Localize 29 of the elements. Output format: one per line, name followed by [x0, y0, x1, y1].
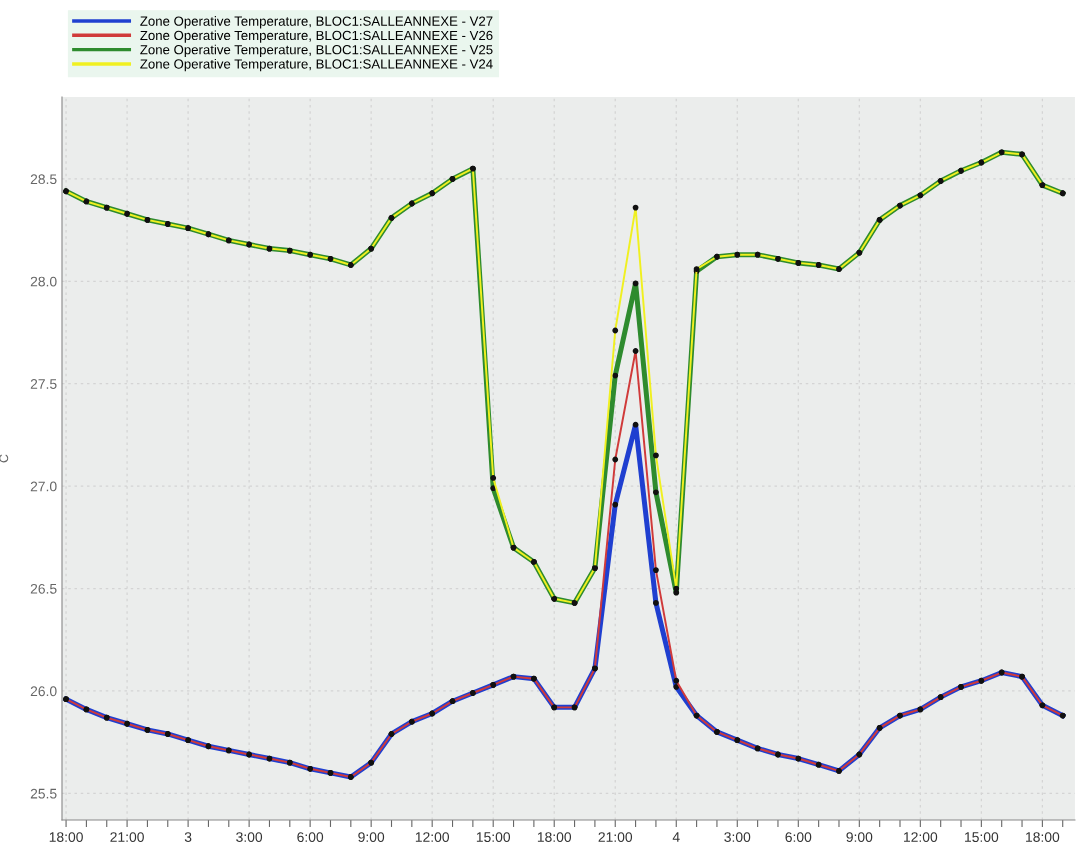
- x-tick-label: 6:00: [297, 832, 324, 843]
- x-tick-label: 3:00: [236, 832, 263, 843]
- legend-label: Zone Operative Temperature, BLOC1:SALLEANNEXE - V25: [140, 44, 493, 57]
- x-tick-label: 15:00: [476, 832, 511, 843]
- x-tick-label: 3: [184, 832, 192, 843]
- y-axis-title: C: [0, 454, 9, 463]
- x-tick-label: 9:00: [846, 832, 873, 843]
- x-tick-label: 18:00: [1026, 832, 1060, 843]
- y-tick-label: 28.0: [30, 276, 57, 287]
- y-tick-label: 26.5: [30, 583, 57, 594]
- x-tick-label: 12:00: [904, 832, 938, 843]
- y-tick-label: 25.5: [30, 788, 57, 799]
- x-tick-label: 21:00: [598, 832, 633, 843]
- legend-label: Zone Operative Temperature, BLOC1:SALLEANNEXE - V26: [140, 30, 493, 43]
- x-tick-label: 9:00: [358, 832, 385, 843]
- x-tick-label: 21:00: [110, 832, 144, 843]
- x-tick-label: 18:00: [49, 832, 83, 843]
- x-tick-label: 12:00: [415, 832, 450, 843]
- legend-label: Zone Operative Temperature, BLOC1:SALLEANNEXE - V27: [140, 16, 493, 29]
- x-tick-label: 6:00: [785, 832, 812, 843]
- x-tick-label: 3:00: [724, 832, 751, 843]
- y-tick-label: 27.5: [30, 379, 57, 389]
- x-tick-label: 4: [672, 832, 680, 842]
- y-tick-label: 28.5: [30, 174, 57, 185]
- x-tick-label: 15:00: [965, 832, 999, 843]
- y-tick-label: 26.0: [30, 686, 57, 697]
- legend-label: Zone Operative Temperature, BLOC1:SALLEANNEXE - V24: [140, 58, 493, 72]
- x-tick-label: 18:00: [537, 832, 572, 843]
- y-tick-label: 27.0: [30, 481, 57, 492]
